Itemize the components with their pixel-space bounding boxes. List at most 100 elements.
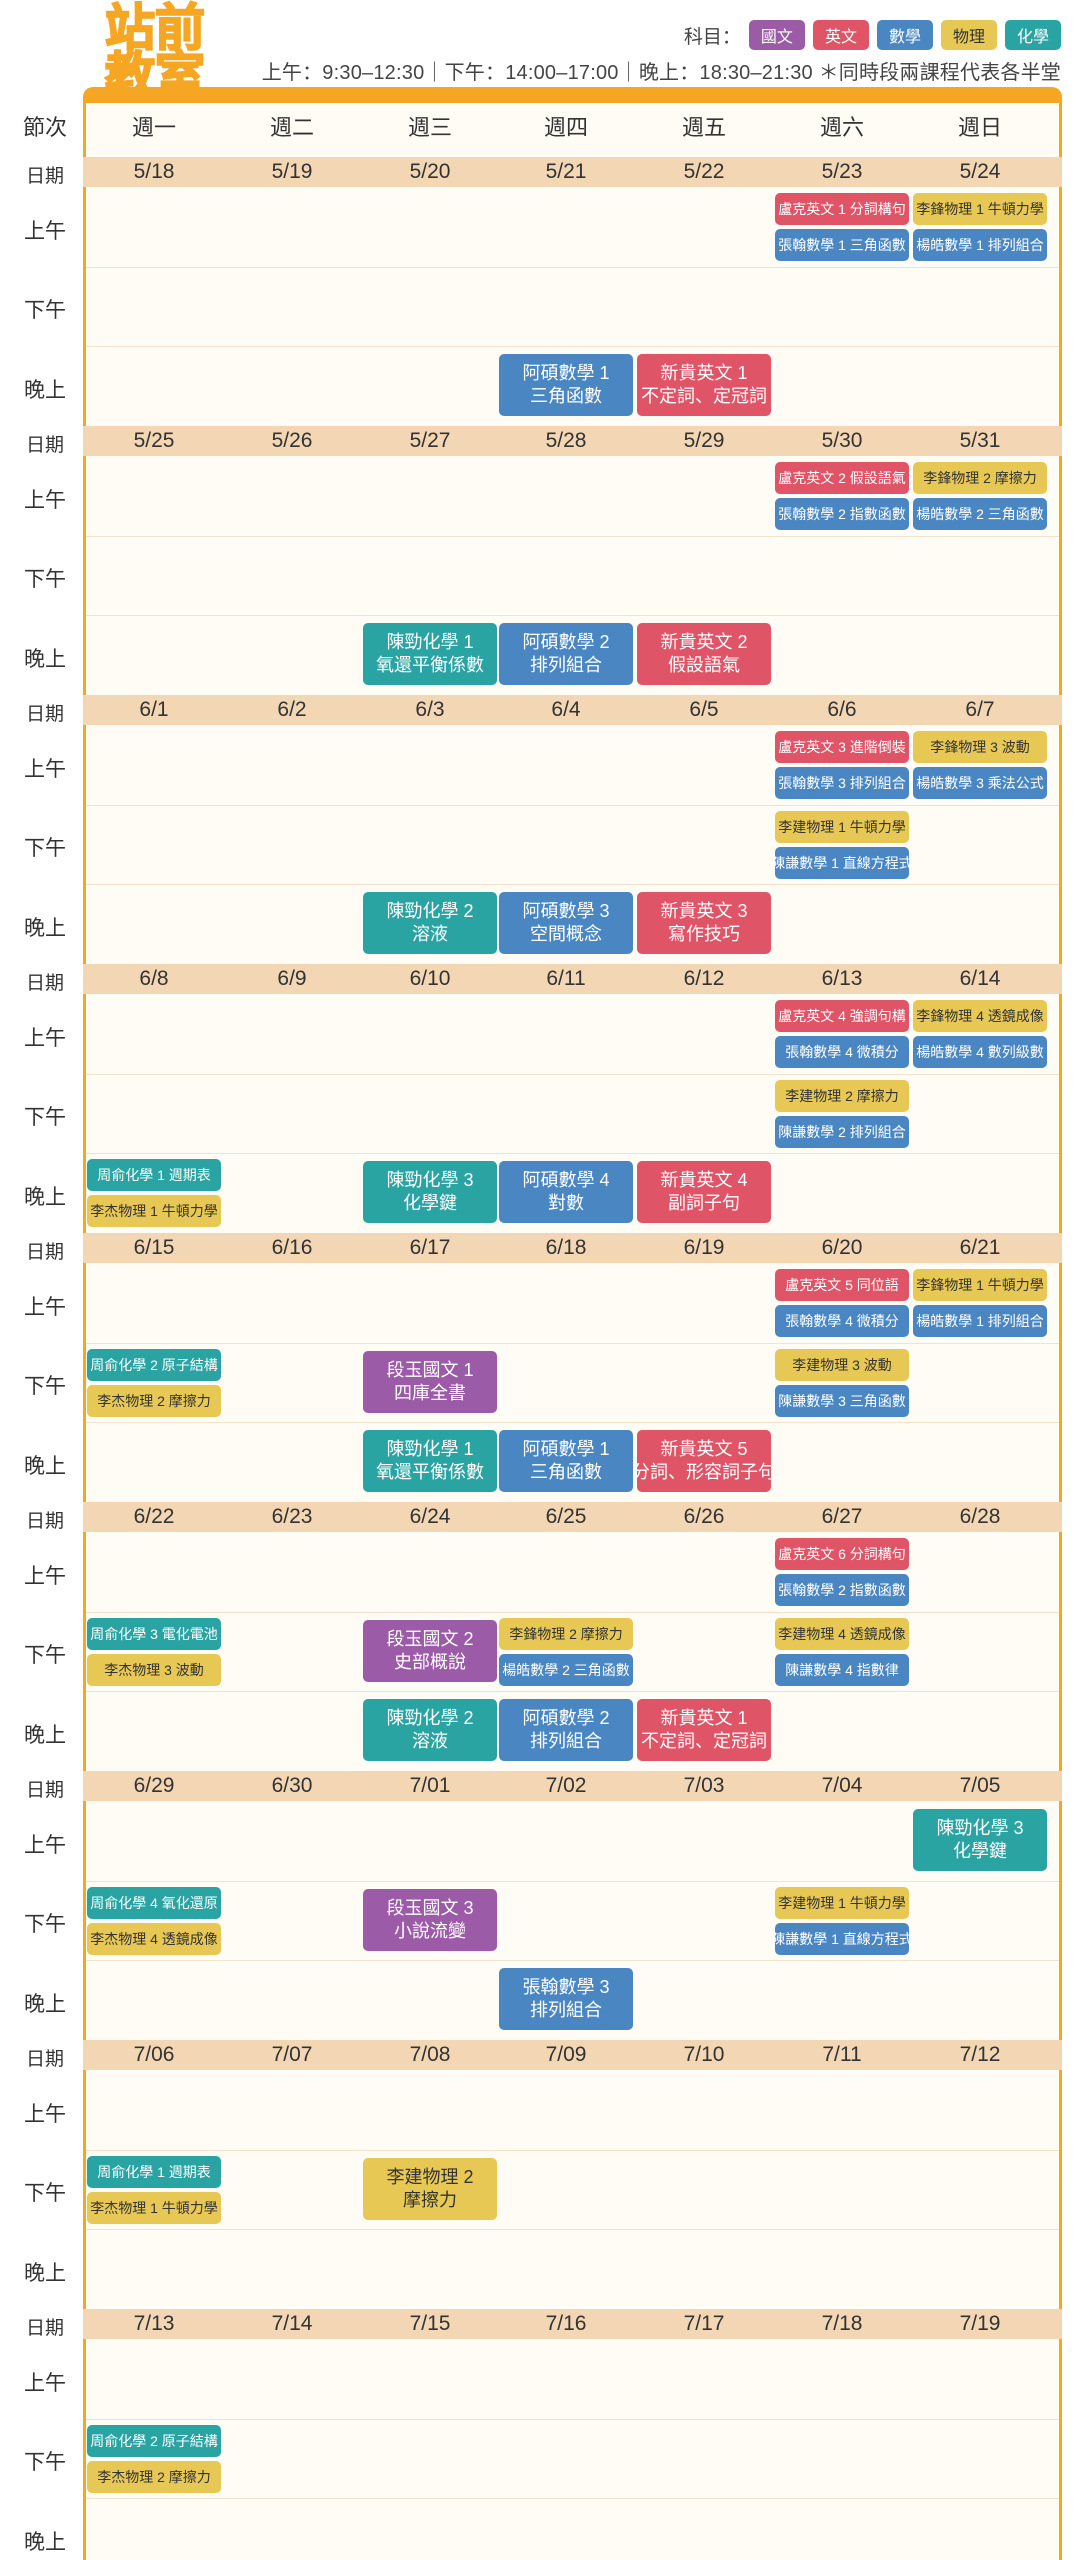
class-block[interactable]: 周俞化學 1 週期表 [87, 2155, 221, 2188]
class-block[interactable]: 段玉國文 2 史部概說 [363, 1619, 497, 1682]
class-block[interactable]: 周俞化學 3 電化電池 [87, 1617, 221, 1650]
class-block[interactable]: 張翰數學 4 微積分 [775, 1036, 909, 1068]
class-block[interactable]: 陳謙數學 2 排列組合 [775, 1115, 909, 1148]
class-block-text: 段玉國文 3 [386, 1897, 474, 1918]
class-block[interactable]: 李鋒物理 4 透鏡成像 [913, 1000, 1047, 1032]
class-block[interactable]: 李鋒物理 3 波動 [913, 731, 1047, 763]
class-block[interactable]: 陳勁化學 1 氧還平衡係數 [363, 623, 497, 685]
class-block[interactable]: 陳勁化學 3 化學鍵 [913, 1809, 1047, 1871]
class-block[interactable]: 李鋒物理 2 摩擦力 [499, 1617, 633, 1650]
class-block[interactable]: 陳勁化學 2 溶液 [363, 1699, 497, 1761]
class-block[interactable]: 李建物理 4 透鏡成像 [775, 1617, 909, 1650]
slot-label-afternoon: 下午 [24, 1644, 66, 1668]
class-block[interactable]: 阿碩數學 1 三角函數 [499, 354, 633, 416]
date-cell-wed: 6/17 [409, 1236, 451, 1259]
class-block[interactable]: 楊皓數學 2 三角函數 [499, 1653, 633, 1686]
class-block[interactable]: 李鋒物理 1 牛頓力學 [913, 1269, 1047, 1301]
class-block[interactable]: 李建物理 3 波動 [775, 1348, 909, 1381]
class-block[interactable]: 新貴英文 1 不定詞、定冠詞 [637, 1699, 771, 1761]
class-block-text: 李建物理 2 [386, 2166, 474, 2187]
class-block[interactable]: 陳謙數學 1 直線方程式 [775, 1922, 909, 1955]
class-block[interactable]: 李杰物理 1 牛頓力學 [87, 1195, 221, 1227]
class-block[interactable]: 張翰數學 1 三角函數 [775, 229, 909, 261]
class-block-text: 張翰數學 2 指數函數 [778, 1582, 906, 1598]
class-block[interactable]: 楊皓數學 4 數列級數 [913, 1036, 1047, 1068]
class-block[interactable]: 張翰數學 3 排列組合 [499, 1968, 633, 2030]
class-block[interactable]: 張翰數學 4 微積分 [775, 1305, 909, 1337]
date-cell-tue: 6/23 [271, 1505, 313, 1528]
class-block-text: 三角函數 [530, 386, 602, 406]
class-block-text: 周俞化學 4 氧化還原 [90, 1894, 218, 1911]
class-block[interactable]: 李建物理 1 牛頓力學 [775, 1886, 909, 1919]
class-block[interactable]: 楊皓數學 2 三角函數 [913, 498, 1047, 530]
class-block-text: 陳謙數學 4 指數律 [785, 1661, 899, 1678]
class-block[interactable]: 阿碩數學 2 排列組合 [499, 1699, 633, 1761]
date-cell-sun: 6/14 [959, 967, 1001, 990]
class-block[interactable]: 阿碩數學 1 三角函數 [499, 1430, 633, 1492]
class-block[interactable]: 段玉國文 1 四庫全書 [363, 1350, 497, 1413]
class-block[interactable]: 新貴英文 2 假設語氣 [637, 623, 771, 685]
class-block[interactable]: 張翰數學 3 排列組合 [775, 767, 909, 799]
date-row-label: 日期 [25, 435, 64, 456]
class-block[interactable]: 張翰數學 2 指數函數 [775, 1574, 909, 1606]
class-block[interactable]: 周俞化學 2 原子結構 [87, 1348, 221, 1381]
class-block-text: 李鋒物理 3 波動 [930, 739, 1030, 755]
class-block[interactable]: 楊皓數學 1 排列組合 [913, 1305, 1047, 1337]
class-block[interactable]: 陳謙數學 3 三角函數 [775, 1384, 909, 1417]
date-cell-thu: 6/25 [545, 1505, 587, 1528]
class-block[interactable]: 陳謙數學 4 指數律 [775, 1653, 909, 1686]
class-block[interactable]: 李杰物理 2 摩擦力 [87, 1384, 221, 1417]
class-block[interactable]: 阿碩數學 3 空間概念 [499, 892, 633, 954]
class-block[interactable]: 周俞化學 1 週期表 [87, 1159, 221, 1191]
class-block[interactable]: 盧克英文 2 假設語氣 [775, 462, 909, 494]
class-block[interactable]: 陳勁化學 1 氧還平衡係數 [363, 1430, 497, 1492]
class-block[interactable]: 陳勁化學 2 溶液 [363, 892, 497, 954]
class-block[interactable]: 李杰物理 4 透鏡成像 [87, 1922, 221, 1955]
class-block[interactable]: 新貴英文 4 副詞子句 [637, 1161, 771, 1223]
class-block[interactable]: 楊皓數學 3 乘法公式 [913, 767, 1047, 799]
class-block[interactable]: 盧克英文 4 強調句構 [775, 1000, 909, 1032]
class-block-text: 陳謙數學 1 直線方程式 [775, 854, 909, 871]
date-cell-mon: 6/1 [139, 698, 169, 721]
class-block[interactable]: 盧克英文 5 同位語 [775, 1269, 909, 1301]
class-block[interactable]: 李建物理 2 摩擦力 [775, 1079, 909, 1112]
class-block[interactable]: 陳謙數學 1 直線方程式 [775, 846, 909, 879]
class-block[interactable]: 周俞化學 2 原子結構 [87, 2424, 221, 2457]
date-cell-fri: 6/26 [683, 1505, 725, 1528]
class-block[interactable]: 李杰物理 3 波動 [87, 1653, 221, 1686]
class-block[interactable]: 陳勁化學 3 化學鍵 [363, 1161, 497, 1223]
class-block-text: 楊皓數學 1 排列組合 [916, 237, 1044, 253]
class-block[interactable]: 新貴英文 5 分詞、形容詞子句 [637, 1430, 771, 1492]
class-block[interactable]: 新貴英文 3 寫作技巧 [637, 892, 771, 954]
class-block-text: 化學鍵 [403, 1193, 457, 1213]
slot-divider [86, 1880, 1059, 1882]
class-block[interactable]: 阿碩數學 4 對數 [499, 1161, 633, 1223]
class-block[interactable]: 盧克英文 3 進階倒裝 [775, 731, 909, 763]
class-block-text: 分詞、形容詞子句 [637, 1462, 771, 1482]
class-block-text: 盧克英文 1 分詞構句 [778, 201, 906, 217]
class-block[interactable]: 張翰數學 2 指數函數 [775, 498, 909, 530]
class-block-text: 陳勁化學 3 [936, 1818, 1024, 1838]
class-block[interactable]: 段玉國文 3 小說流變 [363, 1888, 497, 1951]
slot-divider [86, 1073, 1059, 1075]
class-block[interactable]: 李杰物理 1 牛頓力學 [87, 2191, 221, 2224]
class-block-text: 氧還平衡係數 [376, 1462, 484, 1482]
date-cell-sat: 7/04 [821, 1774, 863, 1797]
class-block[interactable]: 盧克英文 1 分詞構句 [775, 193, 909, 225]
slot-label-morning: 上午 [24, 2102, 66, 2126]
class-block[interactable]: 李鋒物理 2 摩擦力 [913, 462, 1047, 494]
date-cell-fri: 7/03 [683, 1774, 725, 1797]
class-block[interactable]: 盧克英文 6 分詞構句 [775, 1538, 909, 1570]
class-block[interactable]: 周俞化學 4 氧化還原 [87, 1886, 221, 1919]
class-block[interactable]: 楊皓數學 1 排列組合 [913, 229, 1047, 261]
class-block[interactable]: 阿碩數學 2 排列組合 [499, 623, 633, 685]
class-block[interactable]: 新貴英文 1 不定詞、定冠詞 [637, 354, 771, 416]
class-block[interactable]: 李建物理 2 摩擦力 [363, 2157, 497, 2220]
class-block[interactable]: 李杰物理 2 摩擦力 [87, 2460, 221, 2493]
slot-divider [86, 1422, 1059, 1423]
class-block-text: 李杰物理 4 透鏡成像 [90, 1930, 218, 1947]
class-block-text: 陳勁化學 1 [386, 632, 474, 652]
class-block[interactable]: 李鋒物理 1 牛頓力學 [913, 193, 1047, 225]
date-cell-mon: 6/8 [139, 967, 169, 990]
class-block[interactable]: 李建物理 1 牛頓力學 [775, 810, 909, 843]
